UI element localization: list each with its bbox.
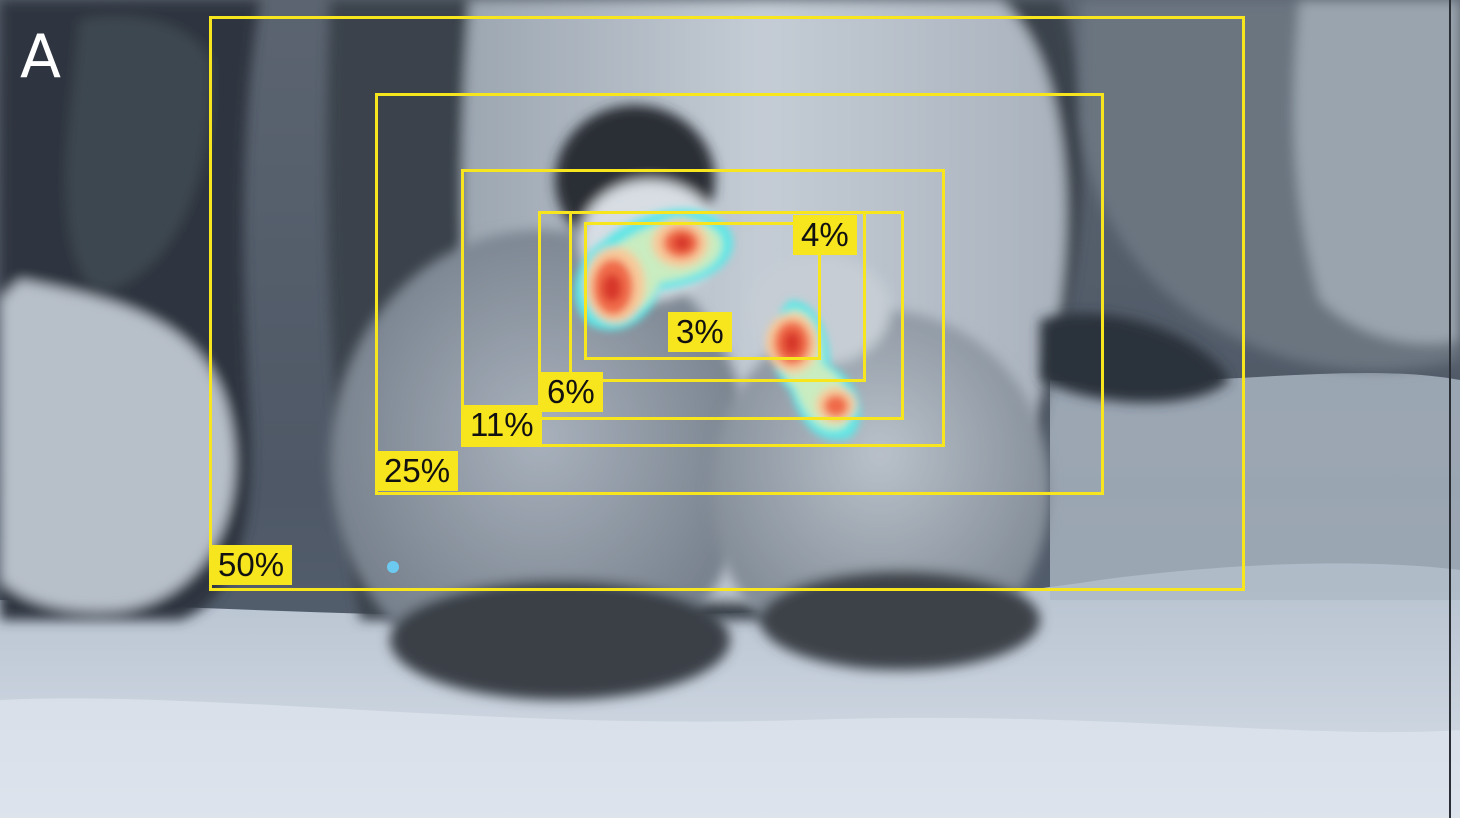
label-6: 6%: [539, 372, 603, 412]
panel-letter: A: [20, 22, 62, 92]
gaze-heatmap: [574, 208, 861, 441]
label-50: 50%: [210, 545, 293, 585]
label-4: 4%: [793, 215, 857, 255]
label-3: 3%: [668, 312, 732, 352]
label-25: 25%: [376, 451, 459, 491]
label-11: 11%: [462, 405, 542, 445]
fixation-dot: [387, 561, 399, 573]
